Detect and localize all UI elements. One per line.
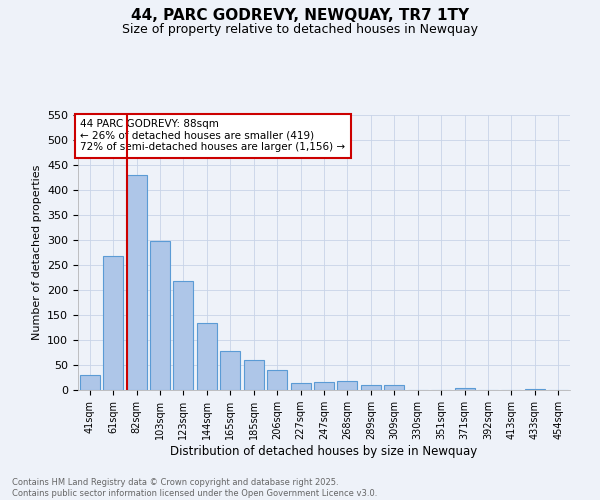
Bar — [127, 175, 146, 390]
Bar — [173, 281, 193, 390]
Bar — [455, 388, 475, 390]
Bar — [525, 388, 545, 390]
Bar — [385, 385, 404, 390]
Bar — [197, 322, 217, 390]
Bar — [150, 241, 170, 390]
Bar — [80, 375, 100, 390]
Y-axis label: Number of detached properties: Number of detached properties — [32, 165, 41, 340]
Text: 44 PARC GODREVY: 88sqm
← 26% of detached houses are smaller (419)
72% of semi-de: 44 PARC GODREVY: 88sqm ← 26% of detached… — [80, 119, 346, 152]
Text: Size of property relative to detached houses in Newquay: Size of property relative to detached ho… — [122, 22, 478, 36]
Bar — [361, 385, 381, 390]
Bar — [290, 382, 311, 390]
Text: 44, PARC GODREVY, NEWQUAY, TR7 1TY: 44, PARC GODREVY, NEWQUAY, TR7 1TY — [131, 8, 469, 22]
Bar — [244, 360, 263, 390]
Bar — [220, 351, 240, 390]
Bar — [314, 382, 334, 390]
Bar — [103, 256, 123, 390]
X-axis label: Distribution of detached houses by size in Newquay: Distribution of detached houses by size … — [170, 445, 478, 458]
Bar — [337, 381, 358, 390]
Bar — [267, 370, 287, 390]
Text: Contains HM Land Registry data © Crown copyright and database right 2025.
Contai: Contains HM Land Registry data © Crown c… — [12, 478, 377, 498]
